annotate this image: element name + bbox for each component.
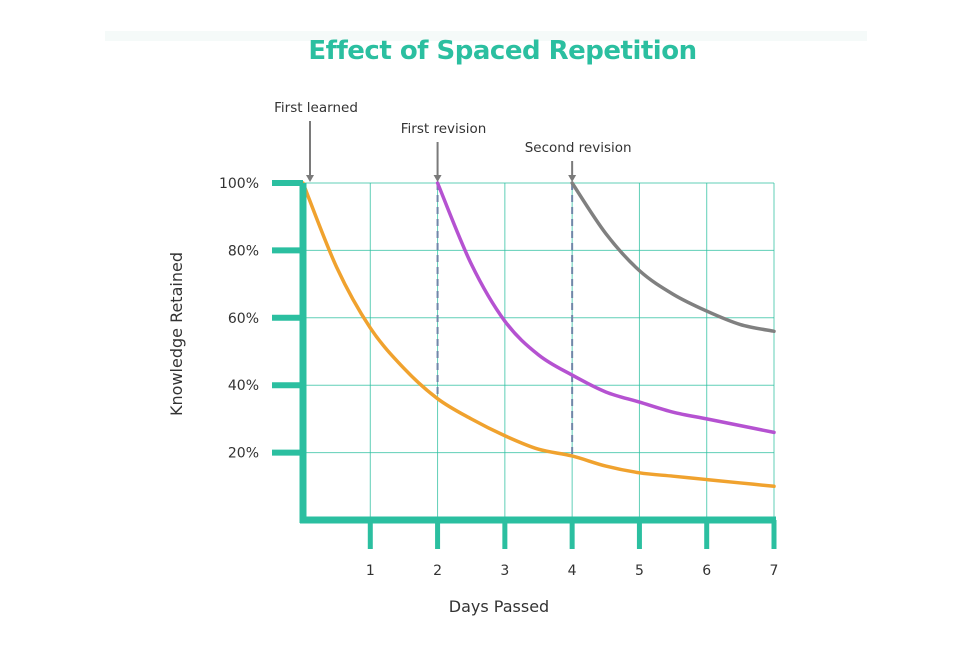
y-tick-label: 100% <box>219 176 259 192</box>
tick-labels: 20% 40% 60% 80% 100% 1 2 3 4 5 6 7 <box>219 176 778 579</box>
y-tick-label: 80% <box>228 243 259 259</box>
x-tick-label: 2 <box>433 563 442 579</box>
annotation-arrowhead-icon <box>433 175 442 182</box>
y-tick-label: 60% <box>228 311 259 327</box>
annotation-arrowhead-icon <box>306 175 314 182</box>
x-axis-title: Days Passed <box>449 597 549 616</box>
series-line-1 <box>301 181 776 489</box>
annotations: First learned First revision Second revisi… <box>274 100 632 182</box>
chart-title: Effect of Spaced Repetition <box>308 36 697 66</box>
series-line-3 <box>570 181 776 334</box>
x-tick-label: 4 <box>568 563 577 579</box>
x-tick-label: 7 <box>770 563 779 579</box>
y-tick-label: 20% <box>228 446 259 462</box>
x-tick-label: 1 <box>366 563 375 579</box>
y-tick-label: 40% <box>228 378 259 394</box>
axes <box>272 180 777 549</box>
x-tick-label: 5 <box>635 563 644 579</box>
header-band <box>105 31 867 41</box>
series-line-2 <box>435 181 776 435</box>
grid <box>303 182 775 520</box>
annotation-label: First revision <box>401 121 487 137</box>
series-lines <box>301 181 776 489</box>
revision-markers <box>436 183 574 456</box>
annotation-arrowhead-icon <box>568 175 577 182</box>
y-axis-title: Knowledge Retained <box>167 252 186 416</box>
x-tick-label: 6 <box>702 563 711 579</box>
x-tick-label: 3 <box>500 563 509 579</box>
annotation-label: First learned <box>274 100 358 116</box>
annotation-label: Second revision <box>525 140 632 156</box>
